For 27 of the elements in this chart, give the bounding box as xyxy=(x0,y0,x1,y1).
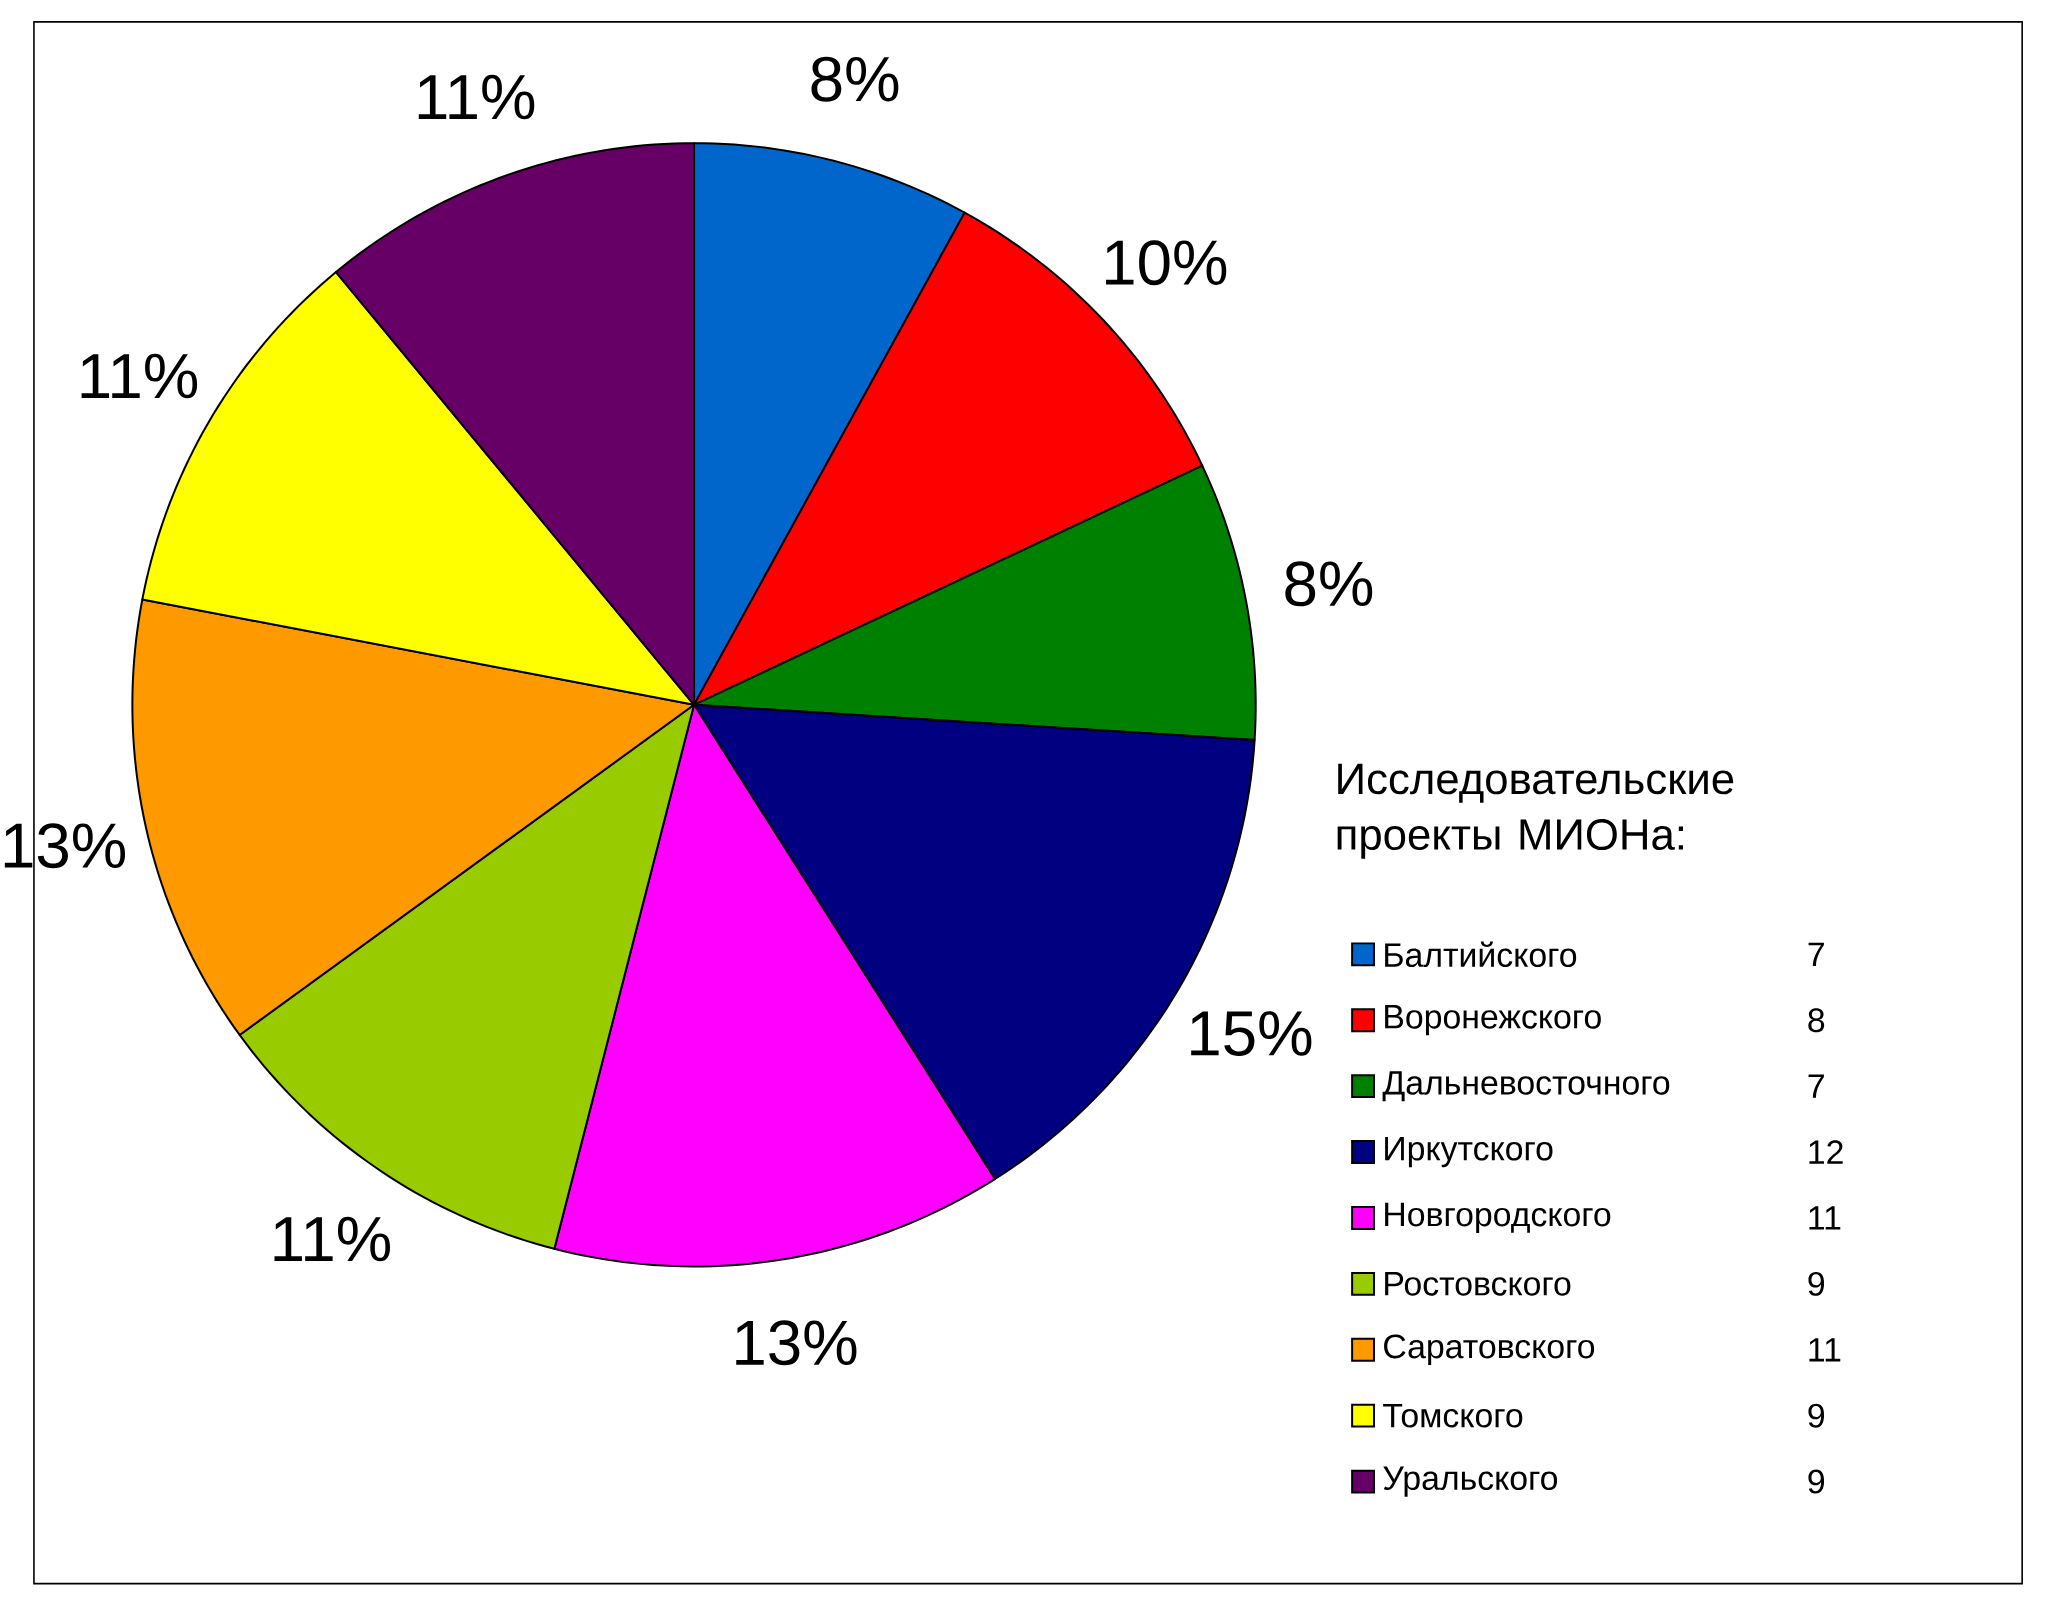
text: 7 xyxy=(1808,1074,1824,1098)
data-label: 11% xyxy=(274,1216,390,1262)
legend-label: Уральского xyxy=(1383,1466,1558,1497)
data-label: 10% xyxy=(1106,239,1227,285)
legend-label: Саратовского xyxy=(1384,1334,1595,1365)
text: 11 xyxy=(1809,1206,1841,1230)
legend-label: Дальневосточного xyxy=(1382,1070,1670,1101)
legend-label: Иркутского xyxy=(1385,1136,1553,1167)
data-label: 15% xyxy=(1191,1011,1312,1056)
legend-title: Исследовательские проекты МИОНа: xyxy=(1337,763,1734,859)
legend-label: Томского xyxy=(1383,1403,1523,1428)
data-label: 8% xyxy=(1285,561,1373,607)
text: 9 xyxy=(1808,1469,1825,1494)
text: 7 xyxy=(1808,942,1824,966)
data-label: 11% xyxy=(81,353,198,399)
data-label: 11% xyxy=(418,74,535,120)
legend-label: Ростовского xyxy=(1385,1271,1571,1296)
legend-label: Балтийского xyxy=(1385,941,1577,967)
text: 12 xyxy=(1809,1140,1843,1164)
text: 11 xyxy=(1809,1337,1841,1362)
text: 8 xyxy=(1808,1008,1825,1032)
legend-label: Новгородского xyxy=(1385,1202,1611,1233)
data-label: 8% xyxy=(811,56,899,102)
legend-label: Воронежского xyxy=(1385,1004,1601,1036)
text: 9 xyxy=(1808,1403,1825,1428)
text: 9 xyxy=(1808,1271,1825,1296)
data-label: 13% xyxy=(736,1320,857,1366)
